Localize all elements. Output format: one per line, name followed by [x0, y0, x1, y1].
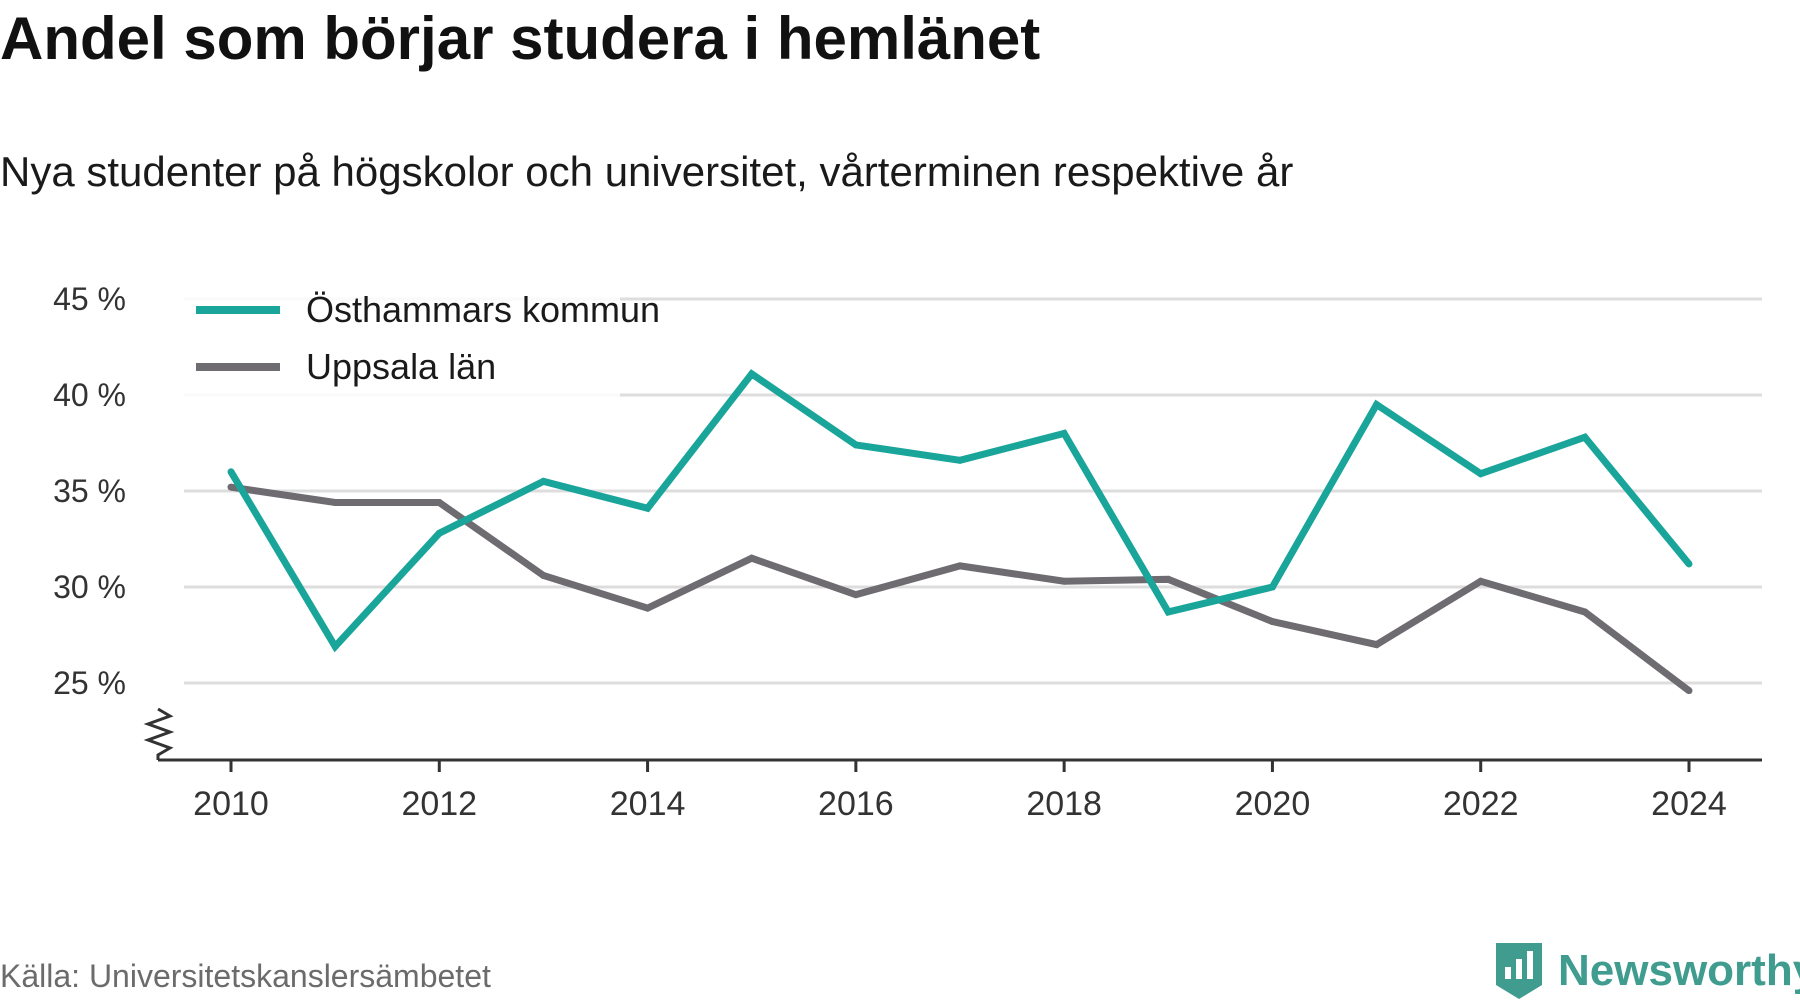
data-point — [331, 499, 339, 507]
data-point — [1060, 429, 1068, 437]
x-tick-label: 2018 — [1026, 785, 1102, 823]
x-tick-label: 2020 — [1235, 785, 1311, 823]
line-chart: 25 %30 %35 %40 %45 % 2010 2012 2014 2016 201… — [53, 281, 1762, 823]
brand-name: Newsworthy — [1558, 946, 1800, 995]
data-point — [1164, 575, 1172, 583]
x-tick-label: 2010 — [193, 785, 269, 823]
data-point — [1477, 577, 1485, 585]
brand-logo: Newsworthy — [1494, 941, 1800, 1001]
legend: Östhammars kommun Uppsala län — [180, 289, 660, 402]
y-tick-label: 30 % — [53, 569, 126, 605]
bar-chart-badge-icon — [1496, 943, 1542, 999]
x-tick-label: 2022 — [1443, 785, 1519, 823]
axis-break-marker — [143, 707, 175, 760]
data-point — [435, 499, 443, 507]
data-point — [1685, 560, 1693, 568]
legend-bg — [180, 352, 620, 402]
y-tick-label: 45 % — [53, 281, 126, 317]
data-point — [1268, 583, 1276, 591]
data-point — [1268, 618, 1276, 626]
data-point — [1164, 608, 1172, 616]
chart-title: Andel som börjar studera i hemlänet — [0, 5, 1041, 72]
legend-label: Östhammars kommun — [306, 289, 660, 330]
data-point — [644, 504, 652, 512]
series-lines — [227, 369, 1693, 695]
x-tick-label: 2012 — [401, 785, 477, 823]
data-point — [1060, 577, 1068, 585]
source-note: Källa: Universitetskanslersämbetet — [0, 958, 491, 994]
data-point — [227, 483, 235, 491]
legend-label: Uppsala län — [306, 346, 496, 387]
x-tick-label: 2014 — [610, 785, 686, 823]
data-point — [227, 468, 235, 476]
series-line-uppsala-lan — [230, 483, 1692, 694]
data-point — [1581, 608, 1589, 616]
x-axis — [143, 707, 1762, 762]
y-tick-label: 25 % — [53, 665, 126, 701]
data-point — [852, 591, 860, 599]
y-tick-label: 35 % — [53, 473, 126, 509]
data-point — [1581, 433, 1589, 441]
data-point — [435, 529, 443, 537]
y-tick-label: 40 % — [53, 377, 126, 413]
data-point — [748, 554, 756, 562]
x-axis-ticks: 2010 2012 2014 2016 2018 2020 2022 2024 — [193, 760, 1727, 823]
data-point — [956, 562, 964, 570]
data-point — [331, 643, 339, 651]
data-point — [644, 604, 652, 612]
data-point — [748, 370, 756, 378]
data-point — [1685, 687, 1693, 695]
data-point — [956, 456, 964, 464]
chart-subtitle: Nya studenter på högskolor och universit… — [0, 148, 1294, 195]
data-point — [852, 441, 860, 449]
data-point — [1477, 470, 1485, 478]
legend-bg — [180, 295, 620, 345]
data-point — [539, 571, 547, 579]
x-tick-label: 2024 — [1651, 785, 1727, 823]
x-tick-label: 2016 — [818, 785, 894, 823]
data-point — [1373, 641, 1381, 649]
data-point — [1373, 401, 1381, 409]
y-axis-ticks: 25 % 30 % 35 % 40 % 45 % — [53, 281, 126, 701]
data-point — [539, 477, 547, 485]
